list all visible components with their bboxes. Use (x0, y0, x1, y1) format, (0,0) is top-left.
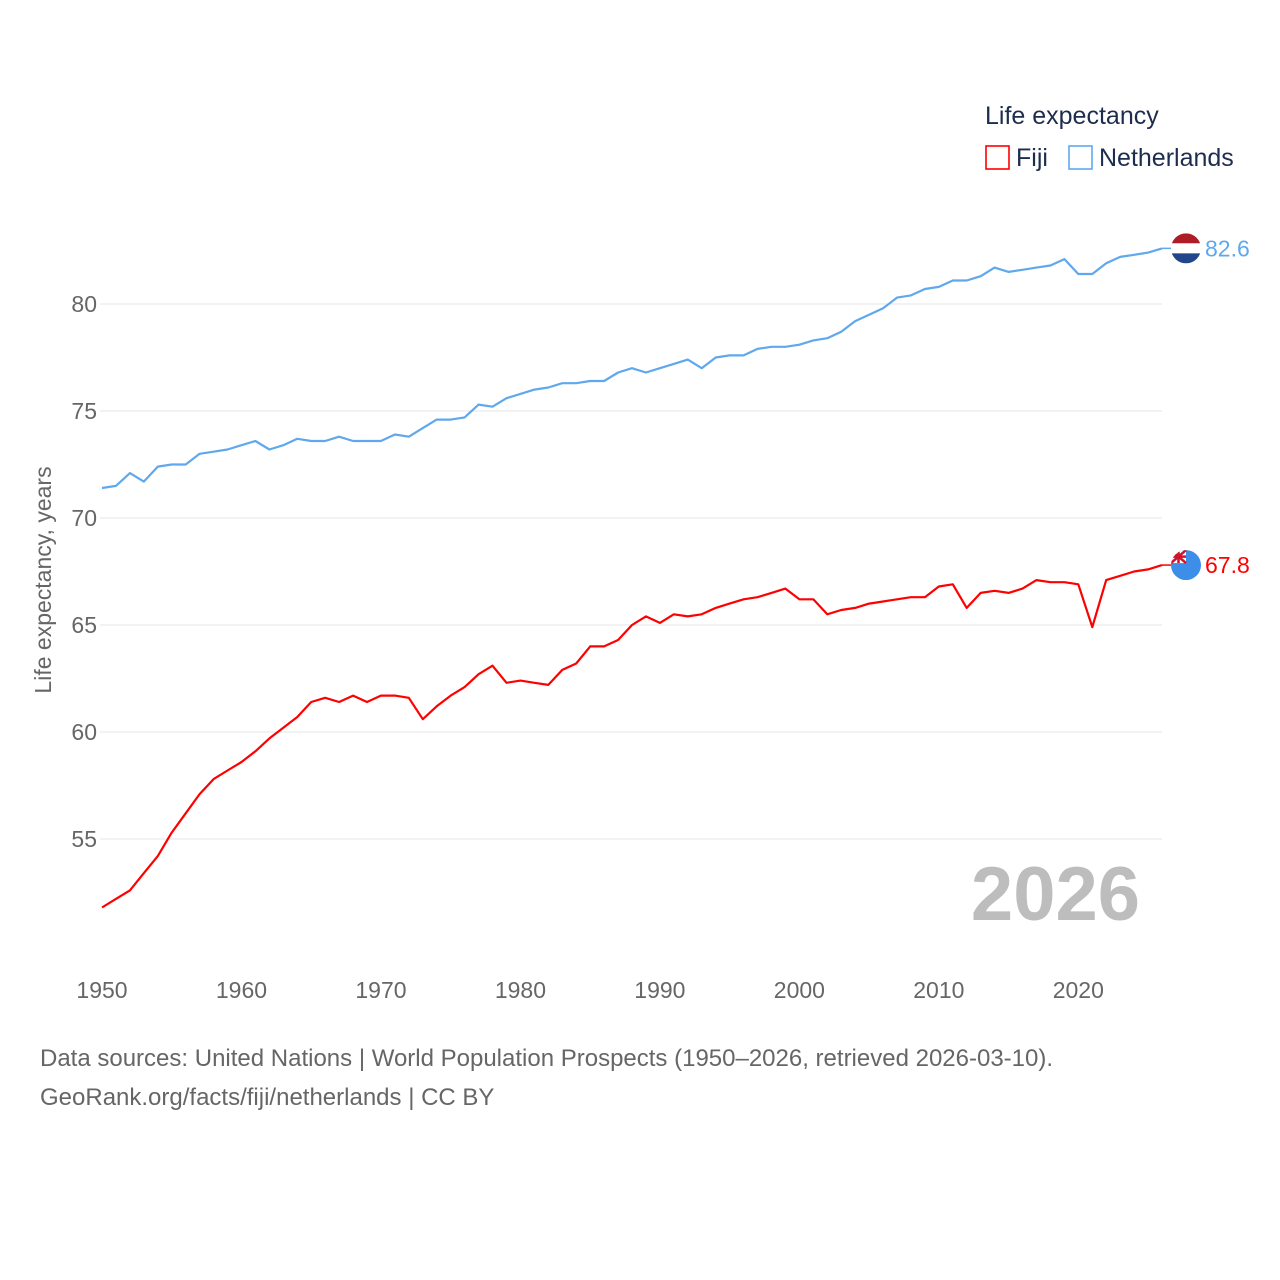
y-tick-label: 55 (71, 826, 97, 852)
flag-white (1171, 243, 1201, 254)
y-axis-label: Life expectancy, years (30, 466, 56, 693)
netherlands-flag-icon (1171, 233, 1201, 264)
flag-blue (1171, 253, 1201, 264)
y-tick-label: 80 (71, 291, 97, 317)
year-watermark: 2026 (971, 852, 1140, 937)
flag-cross (1171, 550, 1187, 565)
series-line-netherlands (101, 247, 1163, 490)
end-value-label: 82.6 (1205, 235, 1250, 261)
flag-red (1171, 233, 1201, 244)
fiji-flag-icon (1171, 550, 1201, 581)
y-tick-label: 70 (71, 505, 97, 531)
y-tick-label: 65 (71, 612, 97, 638)
x-tick-label: 1960 (216, 977, 267, 1003)
x-tick-label: 1980 (495, 977, 546, 1003)
series-line-fiji (101, 564, 1163, 909)
y-tick-label: 75 (71, 398, 97, 424)
x-tick-label: 2010 (913, 977, 964, 1003)
y-tick-label: 60 (71, 719, 97, 745)
legend-swatch-netherlands (1068, 145, 1093, 170)
x-tick-label: 1950 (76, 977, 127, 1003)
legend-item-fiji: Fiji (1016, 144, 1048, 172)
credit-link[interactable]: GeoRank.org/facts/fiji/netherlands | CC … (40, 1084, 495, 1111)
flag-body (1171, 550, 1201, 581)
end-value-label: 67.8 (1205, 552, 1250, 578)
flag-stripes (1171, 233, 1201, 264)
x-tick-label: 1990 (634, 977, 685, 1003)
legend-swatch-fiji (985, 145, 1010, 170)
data-sources: Data sources: United Nations | World Pop… (40, 1045, 1054, 1072)
x-tick-label: 2020 (1053, 977, 1104, 1003)
x-tick-label: 1970 (355, 977, 406, 1003)
x-tick-label: 2000 (774, 977, 825, 1003)
legend-title: Life expectancy (985, 102, 1159, 130)
legend: Life expectancy Fiji Netherlands (985, 102, 1234, 172)
legend-item-netherlands: Netherlands (1099, 144, 1234, 172)
